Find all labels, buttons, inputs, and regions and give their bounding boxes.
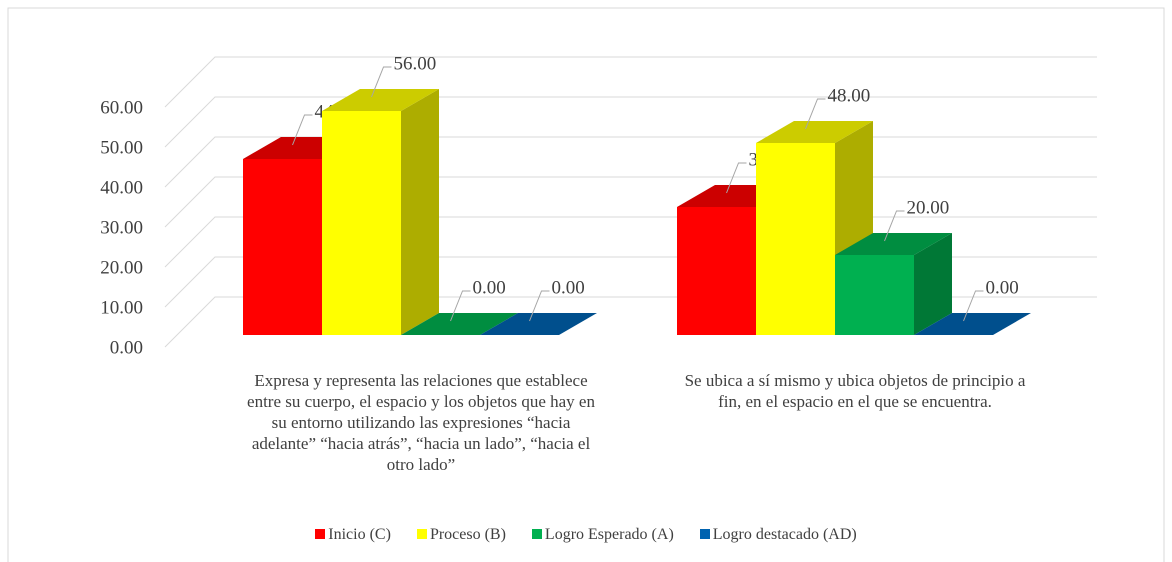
legend-swatch	[416, 529, 427, 539]
leader-line	[292, 114, 313, 146]
grid-line	[164, 96, 1097, 148]
leader-line	[805, 98, 826, 130]
grid-line	[164, 56, 1097, 108]
legend: Inicio (C) Proceso (B) Logro Esperado (A) L…	[0, 526, 1172, 544]
bar	[914, 313, 1031, 335]
legend-label: Inicio (C)	[328, 526, 391, 543]
legend-label: Proceso (B)	[429, 526, 506, 543]
bar	[322, 89, 439, 335]
value-label: 20.00	[907, 197, 950, 218]
bar-front	[835, 255, 914, 335]
bar-top	[480, 313, 597, 335]
legend-item: Inicio (C)	[315, 526, 391, 544]
bar-front	[322, 111, 401, 335]
legend-label: Logro Esperado (A)	[544, 526, 674, 543]
legend-item: Logro destacado (AD)	[699, 526, 857, 544]
bar-front	[756, 143, 835, 335]
value-label: 0.00	[552, 277, 585, 298]
leader-line	[726, 162, 747, 194]
legend-item: Proceso (B)	[416, 526, 506, 544]
bar-side	[914, 233, 952, 335]
bar	[480, 313, 597, 335]
bar-front	[243, 159, 322, 335]
y-tick-label: 30.00	[100, 217, 143, 238]
legend-swatch	[531, 529, 542, 539]
leader-line	[450, 290, 471, 322]
bar-top	[835, 233, 952, 255]
legend-swatch	[699, 529, 710, 539]
legend-label: Logro destacado (AD)	[712, 526, 857, 543]
chart-frame	[7, 7, 1165, 562]
x-tick-label: Se ubica a sí mismo y ubica objetos de p…	[684, 371, 1026, 411]
leader-line	[529, 290, 550, 322]
legend-swatch	[315, 529, 326, 539]
bar-front	[677, 207, 756, 335]
value-label: 0.00	[473, 277, 506, 298]
x-tick-label: Expresa y representa las relaciones que …	[247, 371, 595, 474]
bar-top	[756, 121, 873, 143]
y-tick-label: 50.00	[100, 137, 143, 158]
bar	[835, 233, 952, 335]
y-tick-label: 0.00	[110, 337, 143, 358]
bar-top	[322, 89, 439, 111]
bar	[401, 313, 518, 335]
y-tick-label: 20.00	[100, 257, 143, 278]
bar-top	[914, 313, 1031, 335]
leader-line	[371, 66, 392, 98]
bar-side	[401, 89, 439, 335]
leader-line	[963, 290, 984, 322]
y-tick-label: 60.00	[100, 97, 143, 118]
value-label: 56.00	[394, 53, 437, 74]
value-label: 0.00	[986, 277, 1019, 298]
value-label: 48.00	[828, 85, 871, 106]
y-tick-label: 40.00	[100, 177, 143, 198]
legend-item: Logro Esperado (A)	[531, 526, 674, 544]
bar-top	[401, 313, 518, 335]
leader-line	[884, 210, 905, 242]
y-tick-label: 10.00	[100, 297, 143, 318]
